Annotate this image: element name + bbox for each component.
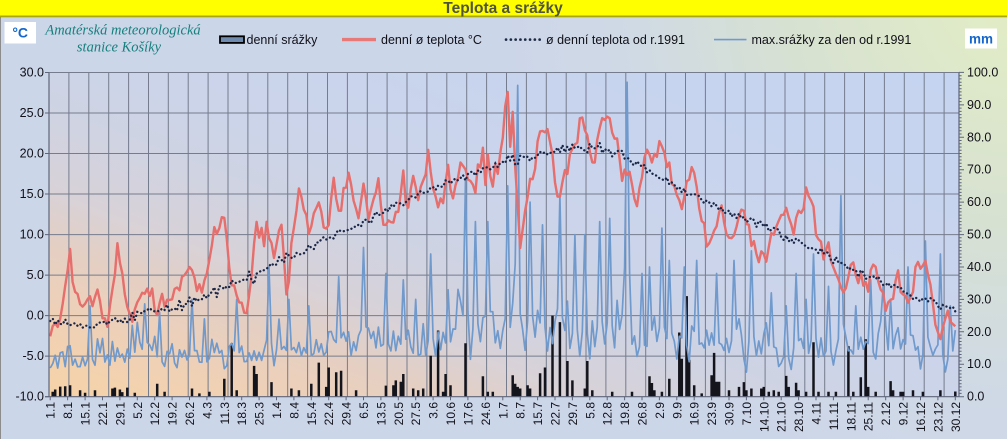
svg-text:stanice Košíky: stanice Košíky [77, 40, 162, 56]
svg-text:13.5: 13.5 [374, 402, 388, 426]
svg-text:8.4: 8.4 [287, 402, 301, 419]
svg-text:26.8: 26.8 [636, 402, 650, 426]
svg-text:29.7: 29.7 [566, 402, 580, 426]
svg-text:0.0: 0.0 [27, 309, 44, 323]
svg-text:3.6: 3.6 [427, 402, 441, 419]
svg-text:25.3: 25.3 [253, 402, 267, 426]
svg-text:10.0: 10.0 [20, 228, 44, 242]
svg-text:29.4: 29.4 [340, 402, 354, 426]
svg-text:4.11: 4.11 [810, 402, 824, 425]
svg-text:60.0: 60.0 [967, 195, 991, 209]
svg-text:5.8: 5.8 [583, 402, 597, 419]
svg-text:28.10: 28.10 [792, 402, 806, 432]
svg-text:20.0: 20.0 [967, 325, 991, 339]
svg-text:17.6: 17.6 [461, 402, 475, 426]
svg-text:19.8: 19.8 [618, 402, 632, 426]
svg-text:-5.0: -5.0 [22, 349, 44, 363]
svg-text:30.12: 30.12 [949, 402, 963, 432]
svg-text:20.5: 20.5 [392, 402, 406, 426]
svg-text:10.0: 10.0 [967, 357, 991, 371]
svg-text:30.9: 30.9 [723, 402, 737, 426]
svg-text:22.7: 22.7 [549, 402, 563, 426]
svg-text:22.1: 22.1 [96, 402, 110, 426]
svg-text:1.7: 1.7 [496, 402, 510, 419]
svg-text:100.0: 100.0 [967, 65, 998, 79]
svg-text:25.11: 25.11 [862, 402, 876, 431]
svg-text:21.10: 21.10 [775, 402, 789, 432]
svg-text:denní ø teplota °C: denní ø teplota °C [381, 33, 482, 47]
svg-text:14.10: 14.10 [757, 402, 771, 432]
svg-text:11.3: 11.3 [218, 402, 232, 425]
svg-text:30.0: 30.0 [20, 66, 44, 80]
svg-text:16.9: 16.9 [688, 402, 702, 426]
svg-text:8.7: 8.7 [514, 402, 528, 419]
svg-text:7.10: 7.10 [740, 402, 754, 426]
svg-text:Teplota a srážky: Teplota a srážky [443, 0, 563, 17]
svg-text:22.4: 22.4 [322, 402, 336, 426]
svg-text:26.2: 26.2 [183, 402, 197, 426]
svg-text:ø denní teplota od r.1991: ø denní teplota od r.1991 [546, 33, 685, 47]
svg-text:9.12: 9.12 [897, 402, 911, 426]
svg-text:15.0: 15.0 [20, 187, 44, 201]
svg-text:23.12: 23.12 [931, 402, 945, 432]
svg-text:15.1: 15.1 [79, 402, 93, 426]
svg-text:2.12: 2.12 [879, 402, 893, 426]
svg-text:90.0: 90.0 [967, 98, 991, 112]
svg-text:23.9: 23.9 [705, 402, 719, 426]
svg-text:denní srážky: denní srážky [247, 33, 319, 47]
svg-text:29.1: 29.1 [113, 402, 127, 426]
svg-text:20.0: 20.0 [20, 147, 44, 161]
svg-text:4.3: 4.3 [200, 402, 214, 419]
svg-text:70.0: 70.0 [967, 163, 991, 177]
svg-text:16.12: 16.12 [914, 402, 928, 432]
svg-text:12.8: 12.8 [601, 402, 615, 426]
svg-text:0.0: 0.0 [967, 390, 984, 404]
svg-text:8.1: 8.1 [61, 402, 75, 419]
svg-text:12.2: 12.2 [148, 402, 162, 426]
svg-text:mm: mm [969, 32, 993, 47]
svg-text:°C: °C [12, 25, 28, 41]
svg-text:80.0: 80.0 [967, 130, 991, 144]
svg-text:10.6: 10.6 [444, 402, 458, 426]
svg-text:5.0: 5.0 [27, 268, 44, 282]
svg-text:24.6: 24.6 [479, 402, 493, 426]
svg-text:18.11: 18.11 [844, 402, 858, 431]
svg-text:15.4: 15.4 [305, 402, 319, 426]
svg-text:5.2: 5.2 [131, 402, 145, 419]
svg-text:max.srážky za den od r.1991: max.srážky za den od r.1991 [752, 33, 912, 47]
svg-text:-10.0: -10.0 [16, 390, 45, 404]
svg-text:50.0: 50.0 [967, 228, 991, 242]
svg-text:11.11: 11.11 [827, 402, 841, 431]
svg-text:27.5: 27.5 [409, 402, 423, 426]
svg-text:Amatérská meteorologická: Amatérská meteorologická [44, 23, 200, 39]
svg-text:9.9: 9.9 [670, 402, 684, 419]
svg-text:2.9: 2.9 [653, 402, 667, 419]
svg-text:1.1: 1.1 [44, 402, 58, 419]
svg-text:1.4: 1.4 [270, 402, 284, 419]
svg-text:25.0: 25.0 [20, 106, 44, 120]
svg-text:30.0: 30.0 [967, 292, 991, 306]
svg-text:18.3: 18.3 [235, 402, 249, 426]
svg-text:15.7: 15.7 [531, 402, 545, 426]
svg-text:19.2: 19.2 [166, 402, 180, 426]
svg-text:6.5: 6.5 [357, 402, 371, 419]
svg-text:40.0: 40.0 [967, 260, 991, 274]
